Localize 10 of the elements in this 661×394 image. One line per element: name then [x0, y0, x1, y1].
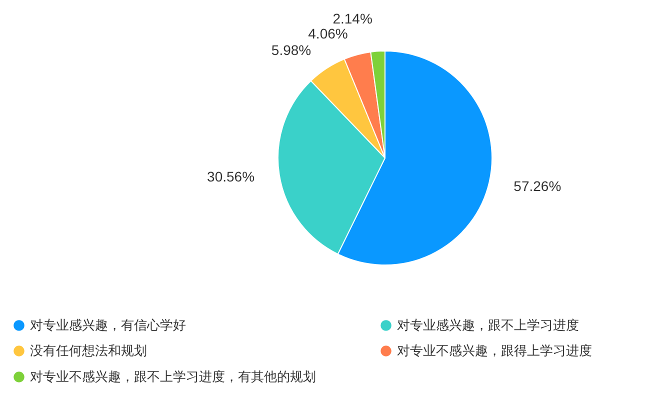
legend-label: 对专业不感兴趣，跟不上学习进度，有其他的规划	[30, 369, 316, 384]
data-label: 57.26%	[514, 178, 562, 194]
data-label: 5.98%	[271, 42, 312, 58]
data-label: 30.56%	[207, 168, 255, 185]
legend-label: 没有任何想法和规划	[30, 343, 147, 358]
data-label: 4.06%	[308, 25, 348, 42]
legend-label: 对专业不感兴趣，跟得上学习进度	[397, 343, 592, 358]
legend-label: 对专业感兴趣，有信心学好	[30, 317, 186, 332]
legend-label: 对专业感兴趣，跟不上学习进度	[397, 317, 579, 332]
data-label: 2.14%	[332, 10, 372, 26]
